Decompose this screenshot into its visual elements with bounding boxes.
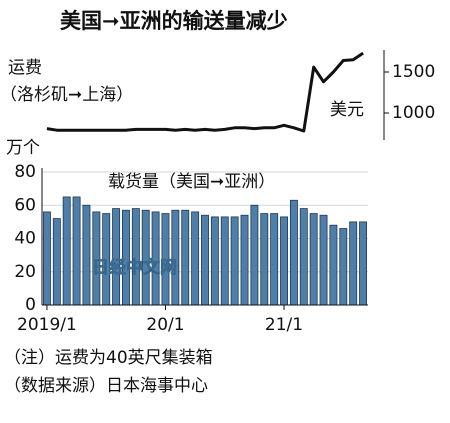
note: （注）运费为40英尺集装箱 bbox=[4, 348, 213, 368]
y-tick-label: 80 bbox=[14, 162, 36, 182]
y-tick-label: 0 bbox=[25, 295, 36, 315]
y-tick-label: 20 bbox=[14, 262, 36, 282]
note: （数据来源）日本海事中心 bbox=[4, 376, 208, 396]
x-tick-label: 21/1 bbox=[265, 315, 303, 335]
bar bbox=[191, 211, 200, 306]
x-tick-label: 2019/1 bbox=[17, 315, 77, 335]
bar bbox=[319, 214, 328, 306]
chart-title: 美国➞亚洲的输送量减少 bbox=[60, 9, 288, 33]
y-tick-label: 40 bbox=[14, 229, 36, 249]
bar bbox=[359, 221, 368, 306]
bar bbox=[201, 214, 209, 306]
bar bbox=[52, 218, 61, 306]
line-title: 运费 bbox=[8, 58, 42, 78]
y2-tick-label: 1500 bbox=[392, 62, 435, 82]
y-tick-label: 60 bbox=[14, 195, 36, 215]
bar bbox=[82, 204, 91, 306]
y2-tick-label: 1000 bbox=[392, 103, 435, 123]
bar bbox=[112, 208, 121, 306]
bar bbox=[131, 208, 140, 306]
bar bbox=[72, 196, 81, 306]
line bbox=[46, 51, 364, 133]
x-tick-label: 20/1 bbox=[146, 315, 184, 335]
bar bbox=[42, 211, 51, 306]
bar bbox=[230, 216, 239, 306]
y2-label: 美元 bbox=[330, 100, 364, 120]
bar-title: 载货量（美国➞亚洲） bbox=[108, 172, 275, 192]
bar bbox=[181, 209, 190, 306]
bar bbox=[280, 216, 288, 306]
bar bbox=[62, 196, 71, 306]
bar bbox=[289, 199, 298, 306]
bar bbox=[339, 228, 348, 306]
bar bbox=[220, 216, 229, 306]
bar bbox=[210, 216, 219, 306]
line-subtitle: （洛杉矶➞上海） bbox=[0, 85, 133, 105]
bar bbox=[349, 221, 358, 306]
bar bbox=[260, 213, 269, 306]
bar bbox=[270, 213, 279, 306]
bar bbox=[250, 204, 259, 306]
bar bbox=[309, 213, 318, 306]
bar bbox=[299, 208, 308, 306]
bar bbox=[240, 214, 249, 306]
bar bbox=[329, 224, 338, 306]
y-label: 万个 bbox=[6, 138, 40, 158]
watermark: 日经中文网 bbox=[92, 257, 177, 278]
